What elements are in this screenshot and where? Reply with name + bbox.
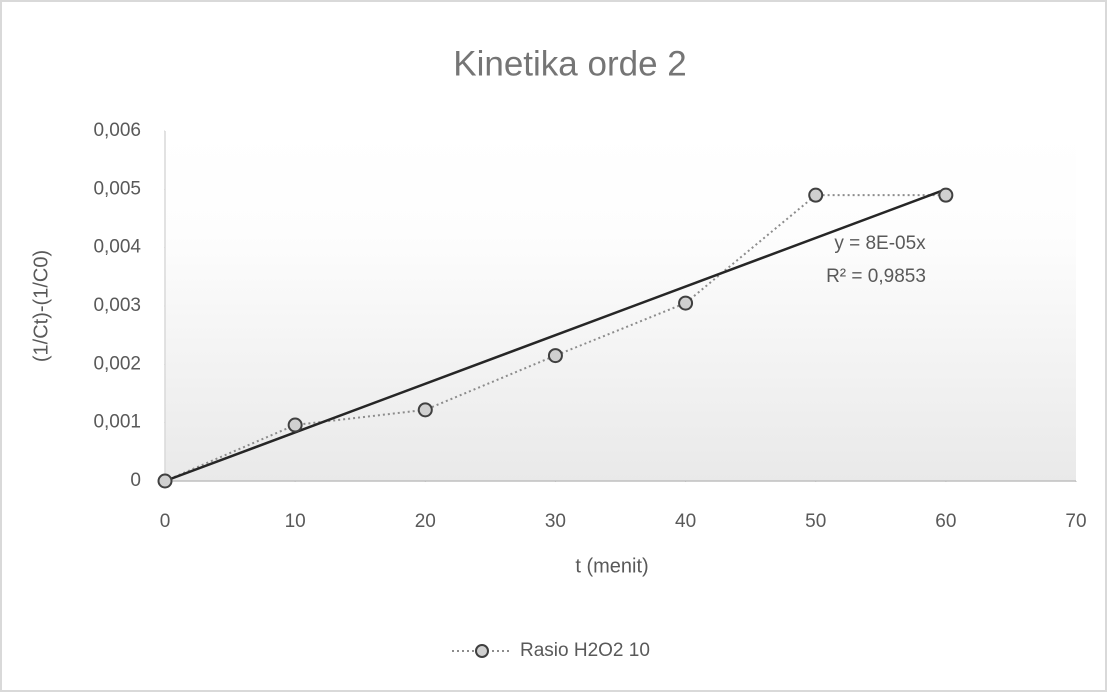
y-tick-label: 0,001: [93, 412, 141, 433]
marker: [808, 187, 824, 203]
y-tick-label: 0,002: [93, 353, 141, 374]
marker: [157, 473, 173, 489]
x-axis-label: t (menit): [575, 555, 648, 577]
y-tick-label: 0,004: [93, 237, 141, 258]
y-tick-label: 0,006: [93, 120, 141, 141]
marker: [678, 295, 694, 311]
marker: [287, 417, 303, 433]
marker: [547, 348, 563, 364]
marker: [417, 402, 433, 418]
plot-area: [165, 131, 1076, 481]
y-axis-label: (1/Ct)-(1/C0): [30, 250, 52, 362]
chart-title: Kinetika orde 2: [453, 44, 686, 83]
trend-equation: y = 8E-05x: [834, 233, 926, 254]
x-tick-label: 10: [285, 511, 306, 532]
x-tick-label: 50: [805, 511, 826, 532]
trend-r2: R² = 0,9853: [826, 266, 926, 287]
y-tick-label: 0: [130, 470, 141, 491]
legend-label: Rasio H2O2 10: [520, 640, 650, 661]
x-tick-label: 60: [935, 511, 956, 532]
legend-marker: [475, 644, 489, 658]
y-tick-label: 0,005: [93, 178, 141, 199]
x-tick-label: 40: [675, 511, 696, 532]
y-tick-label: 0,003: [93, 295, 141, 316]
x-tick-label: 70: [1065, 511, 1086, 532]
x-tick-label: 0: [160, 511, 171, 532]
x-tick-label: 30: [545, 511, 566, 532]
x-tick-label: 20: [415, 511, 436, 532]
marker: [938, 187, 954, 203]
